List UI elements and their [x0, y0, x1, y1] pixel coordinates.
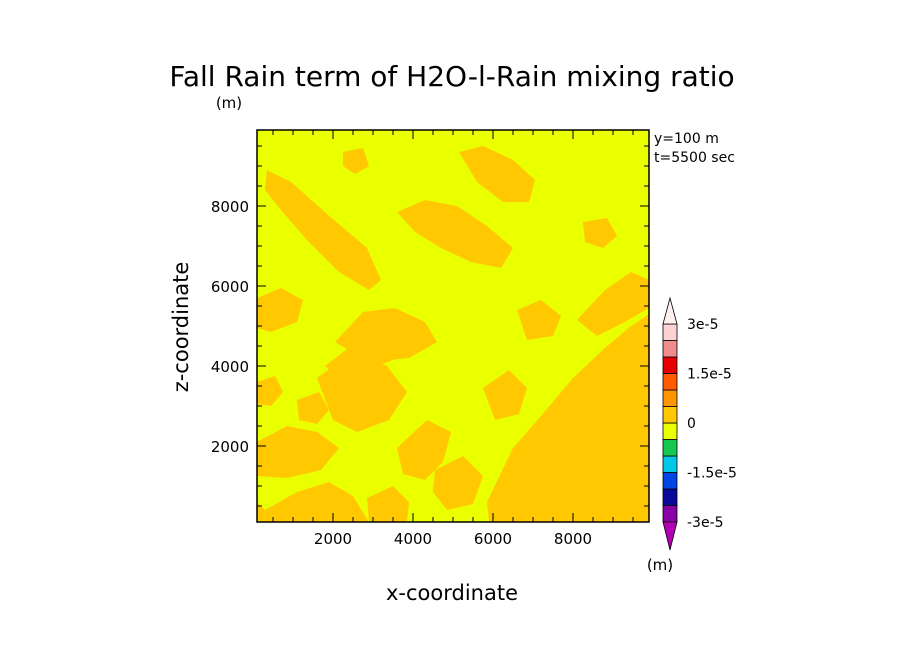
colorbar-label: -1.5e-5 [687, 466, 737, 482]
contour-patch [397, 200, 513, 268]
contour-patch [577, 272, 649, 336]
y-tick-label: 4000 [211, 358, 249, 376]
contour-patch [265, 170, 381, 290]
plot-area: 2000 4000 6000 8000 2000 4000 6000 8000 [211, 129, 650, 548]
x-tick-label: 2000 [314, 530, 352, 548]
colorbar-label: -3e-5 [687, 515, 724, 531]
colorbar-top-arrow [662, 296, 678, 325]
colorbar-segment [662, 472, 678, 490]
contour-patch [433, 456, 483, 510]
x-tick-label: 4000 [394, 530, 432, 548]
colorbar-segment [662, 340, 678, 358]
colorbar-label: 3e-5 [687, 317, 718, 333]
colorbar-segment [662, 505, 678, 523]
contour-patch [257, 376, 283, 406]
colorbar-segment [662, 439, 678, 457]
contour-patch [367, 486, 409, 522]
contour-patch [325, 314, 429, 380]
chart-title: Fall Rain term of H2O-l-Rain mixing rati… [169, 60, 734, 93]
contour-patch [483, 370, 527, 420]
contour-patch [257, 426, 339, 478]
contour-patch [257, 482, 369, 522]
colorbar: 3e-5 1.5e-5 0 -1.5e-5 -3e-5 [662, 296, 737, 551]
contour-patch [397, 420, 451, 480]
colorbar-segment [662, 356, 678, 374]
colorbar-segment [662, 488, 678, 506]
annotation-t: t=5500 sec [654, 150, 735, 166]
contour-field [257, 146, 649, 522]
contour-patch [517, 300, 561, 340]
y-tick-label: 2000 [211, 438, 249, 456]
title-unit: (m) [216, 94, 242, 112]
contour-patch [583, 218, 617, 248]
colorbar-segment [662, 323, 678, 341]
y-axis-label: z-coordinate [169, 262, 193, 393]
x-tick-label: 8000 [554, 530, 592, 548]
x-axis-label: x-coordinate [386, 581, 518, 605]
colorbar-segment [662, 373, 678, 391]
annotation-y: y=100 m [654, 131, 719, 147]
y-tick-label: 6000 [211, 278, 249, 296]
colorbar-segment [662, 455, 678, 473]
x-tick-label: 6000 [474, 530, 512, 548]
colorbar-label: 0 [687, 416, 696, 432]
y-tick-label: 8000 [211, 198, 249, 216]
contour-patch [487, 314, 649, 522]
colorbar-label: 1.5e-5 [687, 367, 732, 383]
colorbar-segment [662, 406, 678, 424]
x-axis: 2000 4000 6000 8000 [272, 130, 634, 548]
colorbar-segment [662, 389, 678, 407]
contour-patch [297, 392, 329, 424]
contour-patch [459, 146, 535, 202]
contour-patch [257, 288, 303, 332]
colorbar-bottom-arrow [662, 521, 678, 551]
contour-patch [563, 424, 607, 466]
colorbar-unit: (m) [647, 556, 673, 574]
contour-patch [343, 148, 369, 174]
y-axis: 2000 4000 6000 8000 [211, 145, 649, 507]
colorbar-segment [662, 422, 678, 440]
